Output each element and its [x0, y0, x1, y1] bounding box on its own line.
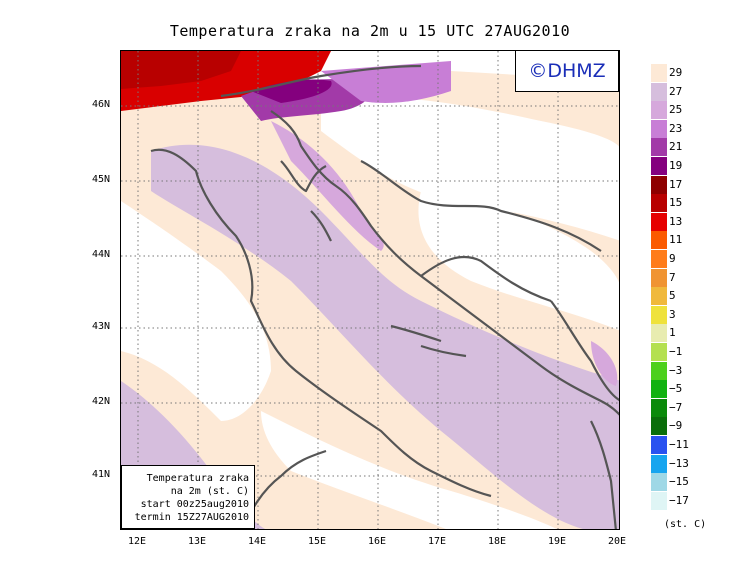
island-krk	[310, 210, 332, 242]
lon-label-13e: 13E	[187, 536, 207, 547]
dhmz-logo: ©DHMZ	[515, 50, 619, 92]
legend-swatch	[651, 343, 667, 361]
legend-unit: (st. C)	[664, 519, 707, 530]
lat-label-46n: 46N	[92, 99, 111, 110]
lon-label-20e: 20E	[607, 536, 627, 547]
legend-swatch	[651, 380, 667, 399]
white-island-south	[261, 411, 557, 529]
legend-label: 9	[669, 252, 676, 265]
legend-swatch	[651, 454, 667, 473]
map-plot-area	[120, 50, 620, 530]
lat-label-42n: 42N	[92, 396, 111, 407]
legend-label: 17	[669, 177, 683, 191]
legend-swatch	[651, 305, 667, 324]
border-north	[220, 64, 422, 98]
info-box: Temperatura zraka na 2m (st. C) start 00…	[121, 465, 255, 529]
lon-label-15e: 15E	[307, 536, 327, 547]
coast-band-23	[271, 121, 384, 251]
legend-label: 27	[669, 84, 683, 98]
island-brac	[390, 324, 442, 343]
legend-label: 3	[669, 307, 676, 321]
temperature-field	[121, 51, 619, 529]
legend-swatch	[651, 324, 667, 343]
legend-swatch	[651, 64, 667, 82]
lon-label-19e: 19E	[547, 536, 567, 547]
legend-swatch	[651, 491, 667, 510]
lon-label-14e: 14E	[247, 536, 267, 547]
legend-label: 5	[669, 289, 676, 303]
lon-label-16e: 16E	[367, 536, 387, 547]
border-east	[360, 160, 602, 252]
legend-swatch	[651, 119, 667, 138]
legend-label: −17	[669, 493, 689, 507]
legend-label: 23	[669, 121, 683, 135]
legend-swatch	[651, 287, 667, 306]
border-bih	[420, 256, 552, 303]
hot-core	[121, 51, 241, 89]
legend-swatch	[651, 436, 667, 454]
legend-label: −15	[669, 475, 689, 489]
legend-label: 1	[669, 326, 676, 340]
lat-label-43n: 43N	[92, 321, 111, 332]
sea-band-25	[151, 144, 619, 529]
info-line-termin: termin 15Z27AUG2010	[134, 512, 249, 523]
legend-label: 21	[669, 140, 683, 154]
istria-coast	[280, 160, 327, 193]
info-line-start: start 00z25aug2010	[140, 499, 249, 510]
white-land-se	[418, 191, 619, 331]
island-korcula	[420, 344, 467, 358]
legend-swatch	[651, 473, 667, 492]
legend-swatch	[651, 212, 667, 231]
legend-label: 29	[669, 66, 683, 79]
legend-label: −7	[669, 400, 683, 414]
legend-label: 15	[669, 196, 683, 210]
dark-purple-ridge	[251, 79, 332, 103]
legend-swatch	[651, 82, 667, 101]
info-line-variable: Temperatura zraka	[146, 473, 249, 484]
map-canvas	[121, 51, 619, 529]
legend-label: 11	[669, 233, 683, 247]
lat-label-41n: 41N	[92, 469, 111, 480]
lat-label-45n: 45N	[92, 174, 111, 185]
lon-label-12e: 12E	[127, 536, 147, 547]
legend-swatch	[651, 361, 667, 380]
legend-swatch	[651, 101, 667, 120]
legend-swatch	[651, 138, 667, 157]
legend-swatch	[651, 231, 667, 250]
southeast-band-23	[591, 341, 618, 386]
map-title: Temperatura zraka na 2m u 15 UTC 27AUG20…	[169, 22, 571, 40]
italy-coast	[150, 148, 492, 498]
legend-label: −11	[669, 438, 689, 451]
graticule	[121, 51, 619, 529]
legend-swatch	[651, 417, 667, 436]
lat-label-44n: 44N	[92, 249, 111, 260]
legend-swatch	[651, 268, 667, 287]
legend-label: −13	[669, 456, 689, 470]
border-mne	[550, 300, 619, 402]
legend-label: 7	[669, 270, 676, 284]
legend-label: −3	[669, 363, 683, 377]
info-line-units: na 2m (st. C)	[170, 486, 249, 497]
lon-label-18e: 18E	[487, 536, 507, 547]
coastlines	[150, 64, 619, 529]
legend-label: −9	[669, 419, 683, 433]
legend-swatch	[651, 250, 667, 268]
legend-swatch	[651, 175, 667, 194]
legend-swatch	[651, 398, 667, 417]
white-land-north	[321, 97, 619, 241]
legend-swatch	[651, 157, 667, 175]
lon-label-17e: 17E	[427, 536, 447, 547]
albania-coast	[590, 420, 617, 529]
legend-label: −1	[669, 345, 683, 358]
legend-label: 25	[669, 103, 683, 117]
legend-label: −5	[669, 382, 683, 396]
legend-label: 19	[669, 159, 683, 172]
legend-label: 13	[669, 214, 683, 228]
legend-swatch	[651, 194, 667, 213]
